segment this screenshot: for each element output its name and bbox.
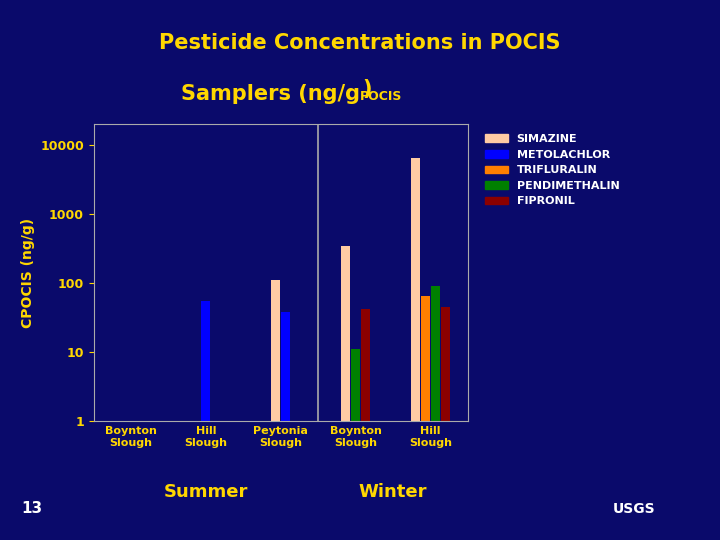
- Bar: [431, 286, 440, 540]
- Bar: [441, 307, 449, 540]
- Bar: [361, 309, 370, 540]
- Bar: [202, 301, 210, 540]
- Bar: [351, 349, 360, 540]
- Bar: [421, 296, 430, 540]
- Legend: SIMAZINE, METOLACHLOR, TRIFLURALIN, PENDIMETHALIN, FIPRONIL: SIMAZINE, METOLACHLOR, TRIFLURALIN, PEND…: [481, 130, 624, 211]
- Text: POCIS: POCIS: [360, 90, 402, 103]
- Bar: [271, 280, 280, 540]
- Text: Summer: Summer: [163, 483, 248, 501]
- Bar: [341, 246, 351, 540]
- Text: ): ): [362, 78, 372, 98]
- Text: 13: 13: [22, 501, 42, 516]
- Bar: [412, 158, 420, 540]
- Text: USGS: USGS: [612, 502, 655, 516]
- Y-axis label: CPOCIS (ng/g): CPOCIS (ng/g): [21, 218, 35, 328]
- Bar: [282, 312, 290, 540]
- Text: Pesticide Concentrations in POCIS: Pesticide Concentrations in POCIS: [159, 33, 561, 53]
- Text: Winter: Winter: [359, 483, 428, 501]
- Text: Samplers (ng/g: Samplers (ng/g: [181, 84, 360, 104]
